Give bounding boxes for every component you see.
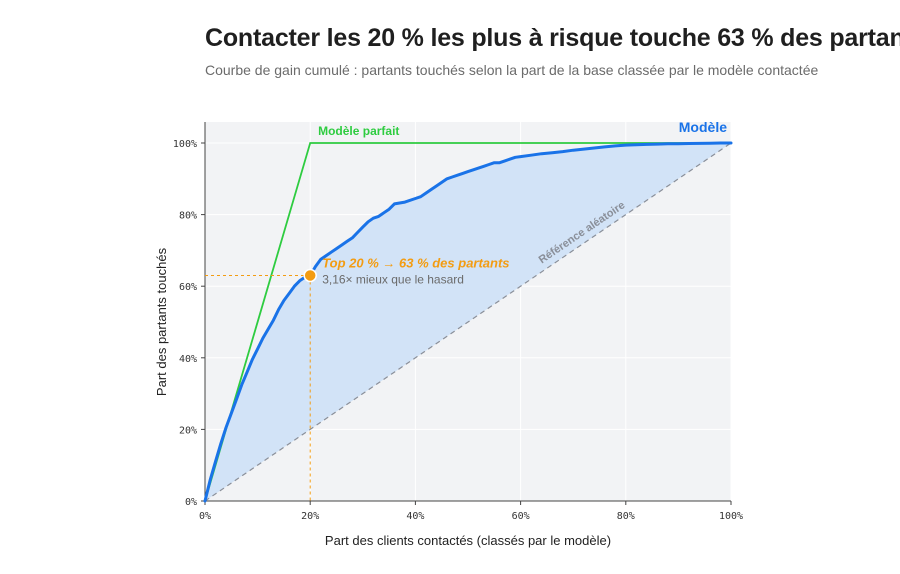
x-tick-label: 60% <box>512 511 530 522</box>
y-tick-label: 100% <box>173 139 197 150</box>
x-tick-label: 100% <box>719 511 743 522</box>
x-tick-label: 20% <box>301 511 319 522</box>
x-tick-label: 40% <box>406 511 424 522</box>
x-tick-label: 0% <box>199 511 211 522</box>
annotation-point <box>303 268 317 283</box>
y-tick-label: 20% <box>179 425 197 436</box>
model-label: Modèle <box>679 119 727 135</box>
y-tick-group: 0% 20% 40% 60% 80% 100% <box>173 139 205 508</box>
y-tick-label: 80% <box>179 211 197 222</box>
model-line <box>203 141 733 503</box>
random-reference-line <box>204 142 732 502</box>
perfect-model-line <box>204 142 731 502</box>
chart-subtitle: Courbe de gain cumulé : partants touchés… <box>205 62 819 78</box>
y-tick-label: 0% <box>185 497 197 508</box>
x-axis-label: Part des clients contactés (classés par … <box>325 533 611 548</box>
x-tick-label: 80% <box>617 511 635 522</box>
y-tick-label: 40% <box>179 354 197 365</box>
perfect-model-label: Modèle parfait <box>318 124 399 138</box>
y-axis-label: Part des partants touchés <box>154 247 169 396</box>
annotation-label: Top 20 % → 63 % des partants <box>322 255 509 270</box>
x-tick-group: 0% 20% 40% 60% 80% 100% <box>199 501 743 522</box>
annotation-sublabel: 3,16× mieux que le hasard <box>322 272 464 286</box>
y-tick-label: 60% <box>179 282 197 293</box>
chart-title: Contacter les 20 % les plus à risque tou… <box>205 24 900 52</box>
